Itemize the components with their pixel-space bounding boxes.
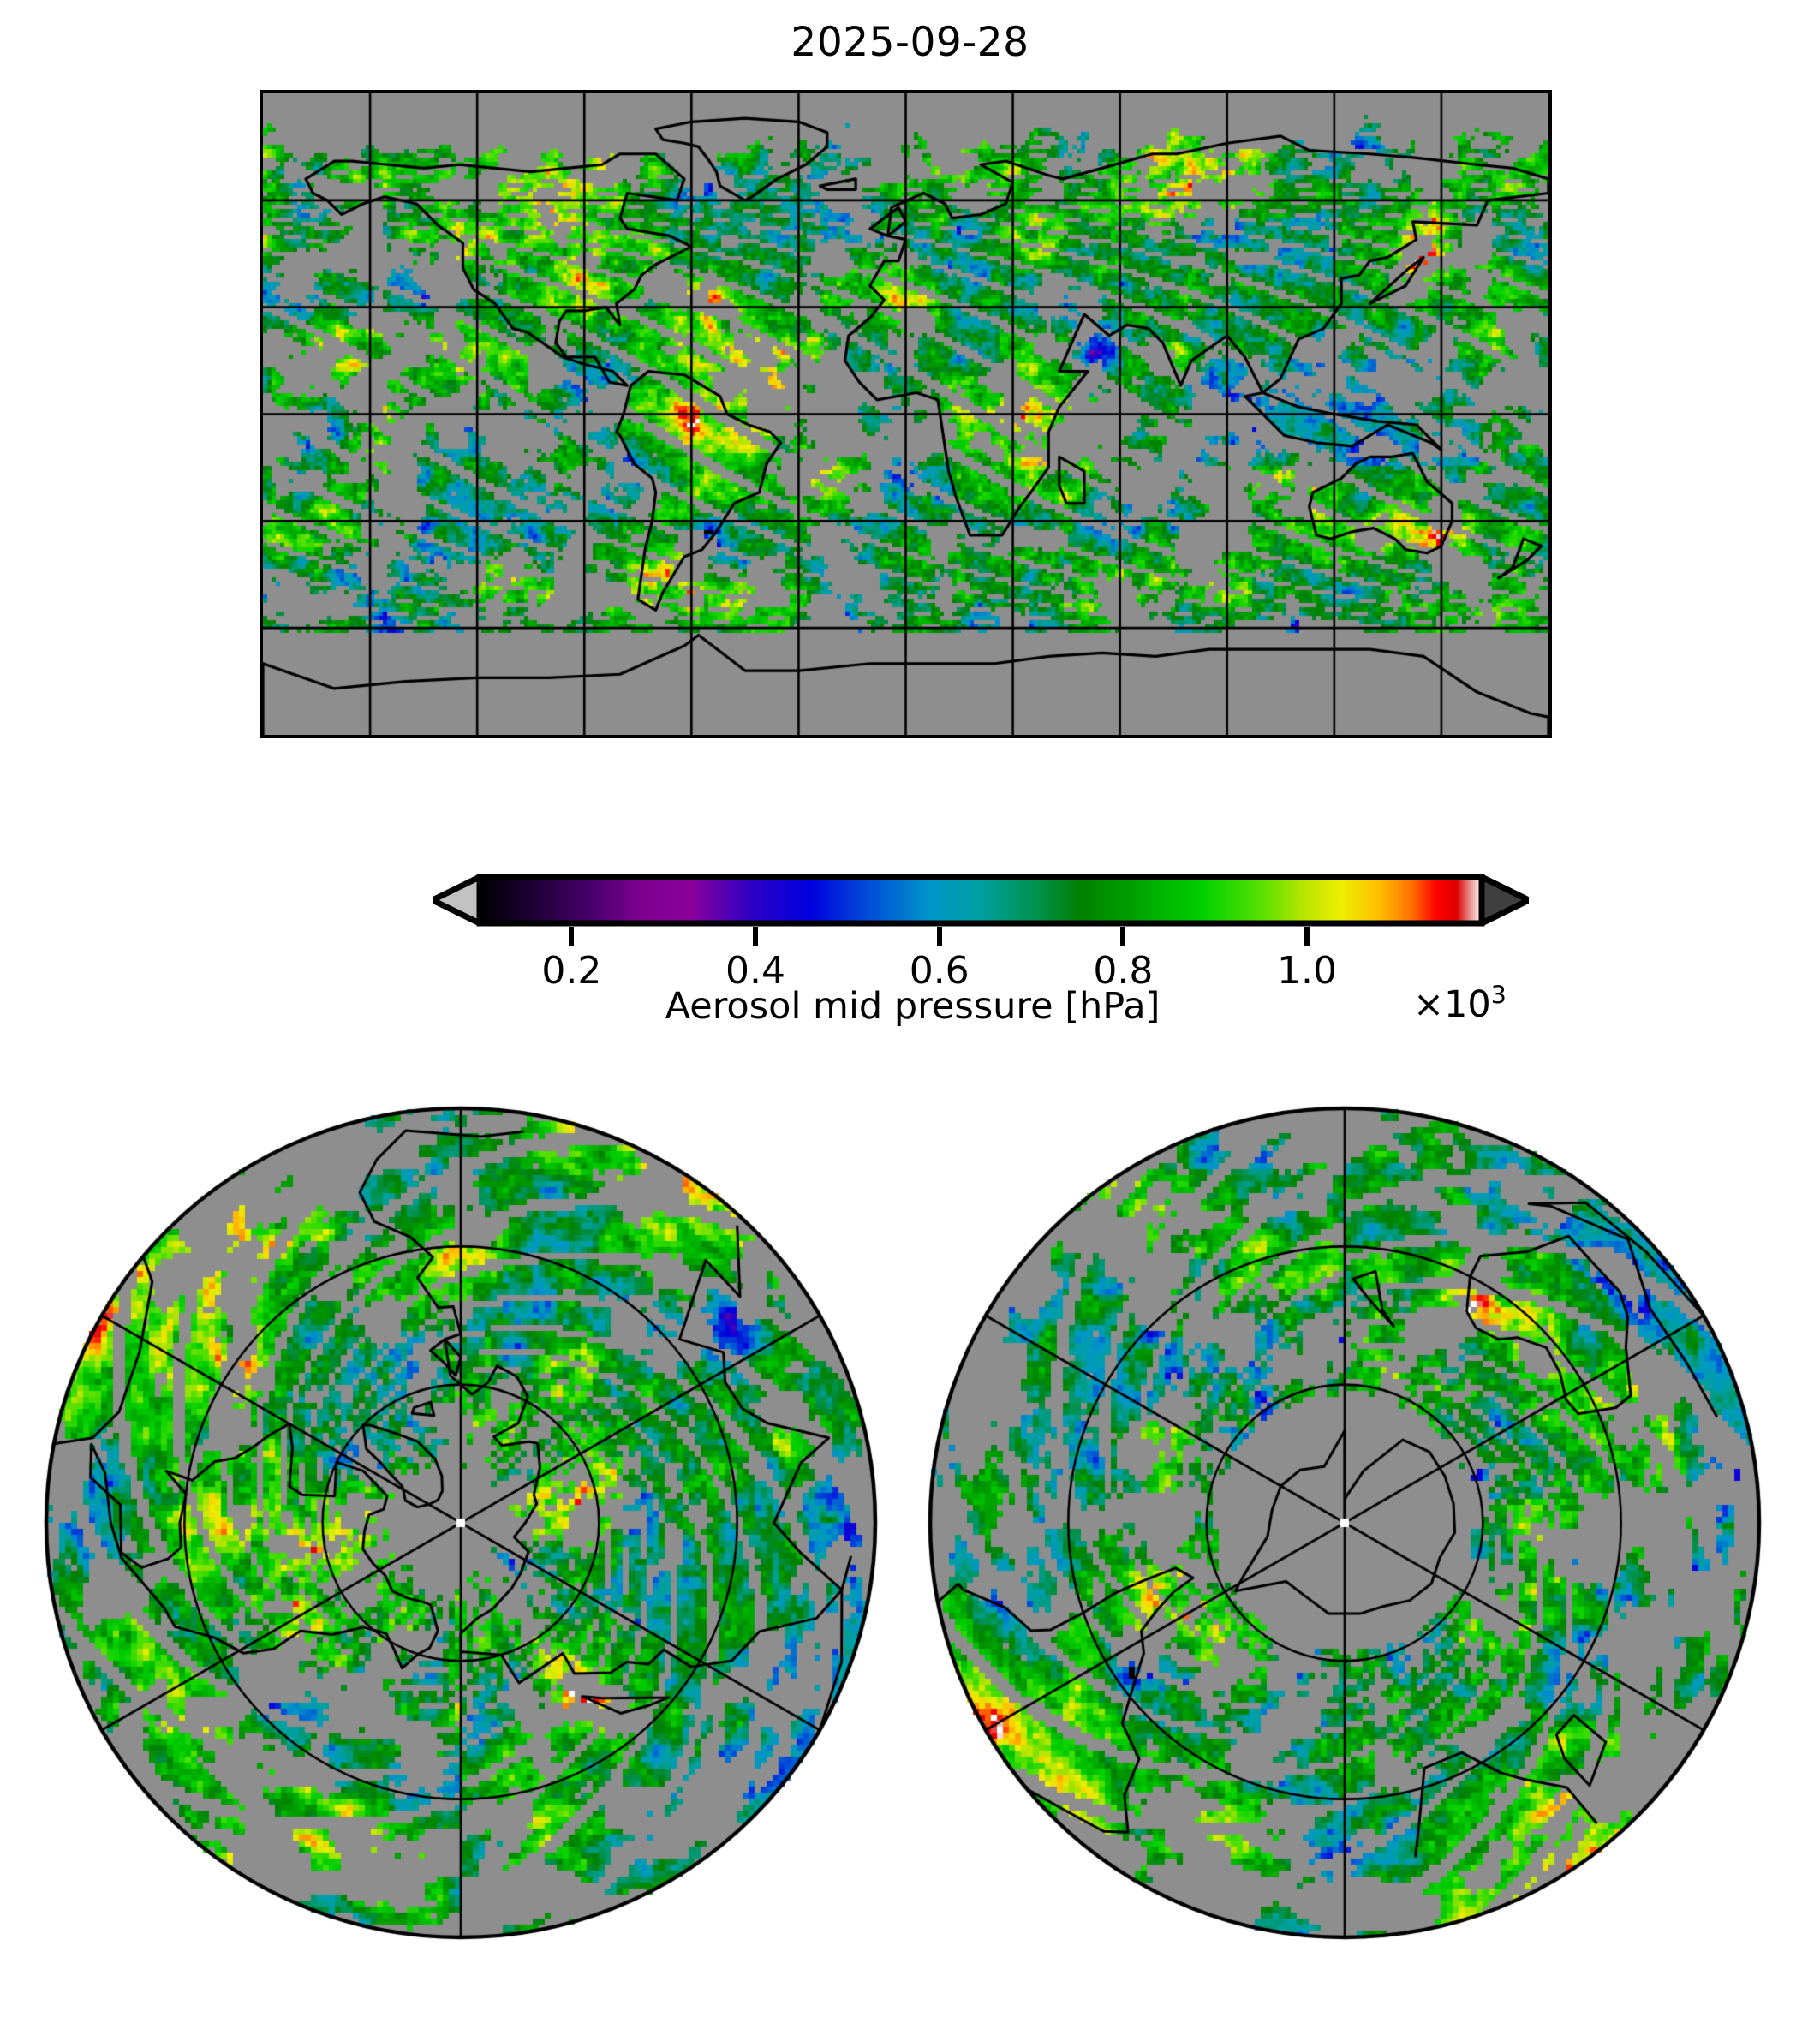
colorbar-tick-mark xyxy=(1120,927,1126,946)
figure-title: 2025-09-28 xyxy=(791,19,1029,66)
south-polar-map-panel[interactable] xyxy=(925,1103,1764,1942)
global-map-raster xyxy=(263,93,1548,735)
north-polar-map-panel[interactable] xyxy=(41,1103,880,1942)
colorbar-gradient-bar xyxy=(476,874,1485,927)
north-polar-raster xyxy=(41,1103,880,1942)
colorbar-tick-label: 0.8 xyxy=(1093,949,1154,993)
colorbar-tick-labels: 0.2 0.4 0.6 0.8 1.0 xyxy=(433,927,1529,993)
colorbar-offset-base: ×10 xyxy=(1413,983,1491,1026)
colorbar-tick-label: 0.2 xyxy=(541,949,602,993)
colorbar-extend-min-arrow xyxy=(433,874,483,927)
colorbar-tick-mark xyxy=(569,927,575,946)
colorbar-tick-mark xyxy=(1304,927,1310,946)
colorbar-axis-label: Aerosol mid pressure [hPa] xyxy=(665,985,1161,1028)
colorbar-group: 0.2 0.4 0.6 0.8 1.0 Aerosol mid pressure [hP… xyxy=(0,861,1820,1049)
colorbar-tick-mark xyxy=(936,927,942,946)
colorbar-tick-label: 1.0 xyxy=(1277,949,1338,993)
south-polar-raster xyxy=(925,1103,1764,1942)
colorbar-offset-text: ×103 xyxy=(1413,983,1507,1026)
colorbar-extend-max-arrow xyxy=(1478,874,1529,927)
colorbar-svg xyxy=(433,874,1529,927)
global-map-panel[interactable] xyxy=(260,90,1552,738)
colorbar-offset-exponent: 3 xyxy=(1490,981,1507,1010)
colorbar-tick-mark xyxy=(753,927,759,946)
colorbar-tick-label: 0.4 xyxy=(725,949,786,993)
colorbar[interactable] xyxy=(433,874,1529,927)
colorbar-tick-label: 0.6 xyxy=(909,949,970,993)
